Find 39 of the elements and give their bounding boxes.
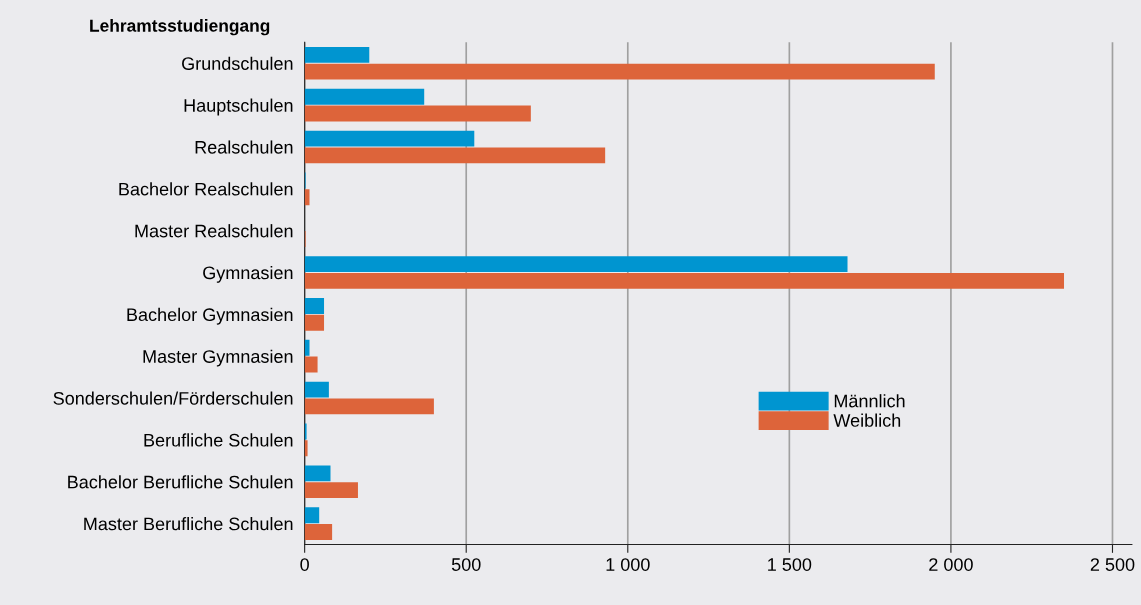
y-tick-label: Realschulen: [195, 140, 293, 154]
bar: [304, 507, 320, 524]
bar: [304, 46, 370, 63]
y-tick-label: Grundschulen: [182, 56, 293, 70]
y-tick-label: Master Realschulen: [135, 224, 293, 238]
bar: [304, 298, 325, 314]
x-tick-label: 2 000: [929, 558, 973, 571]
bar: [304, 398, 434, 415]
bar: [304, 272, 1065, 289]
bar: [304, 88, 425, 105]
bar: [304, 465, 331, 482]
bar: [304, 381, 329, 398]
y-tick-label: Hauptschulen: [184, 98, 293, 116]
x-tick-label: 1 000: [606, 558, 650, 571]
bar: [304, 63, 935, 80]
bar: [304, 256, 848, 273]
bar: [304, 314, 325, 331]
y-tick-label: Master Gymnasien: [143, 349, 293, 367]
y-tick-label: Master Berufliche Schulen: [84, 517, 293, 531]
bar: [304, 105, 531, 122]
y-tick-label: Berufliche Schulen: [144, 433, 293, 447]
y-tick-label: Bachelor Berufliche Schulen: [68, 475, 293, 489]
bar: [304, 482, 358, 499]
bar: [304, 147, 606, 164]
y-tick-label: Bachelor Realschulen: [119, 182, 293, 196]
x-tick-label: 1 500: [768, 558, 812, 571]
legend-label: Männlich: [834, 394, 905, 408]
bar: [304, 524, 333, 540]
x-tick-label: 2 500: [1090, 558, 1135, 571]
bar: [304, 356, 318, 373]
y-tick-label: Bachelor Gymnasien: [127, 307, 293, 325]
x-tick-label: 500: [451, 558, 481, 571]
bar: [304, 440, 308, 457]
y-axis-title: Lehramtsstudiengang: [90, 19, 270, 36]
x-tick-label: 0: [300, 558, 309, 571]
legend-label: Weiblich: [833, 413, 901, 427]
y-tick-label: Gymnasien: [203, 265, 293, 283]
bar: [304, 130, 475, 147]
y-tick-label: Sonderschulen/Förderschulen: [53, 391, 293, 405]
